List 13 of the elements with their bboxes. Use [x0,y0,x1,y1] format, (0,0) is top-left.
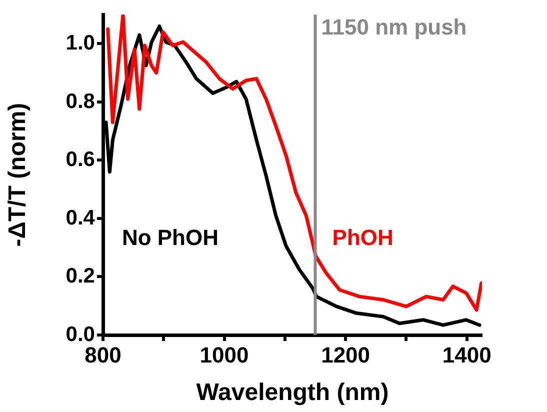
y-tick-label: 0.2 [66,264,95,288]
ref-line-label: 1150 nm push [321,14,467,40]
y-tick-label: 0.4 [66,206,96,230]
x-tick-label: 1000 [200,342,249,368]
y-tick-label: 0.6 [66,148,95,172]
x-tick-label: 1200 [321,342,370,368]
series-label: PhOH [332,224,394,250]
y-axis-title: -ΔT/T (norm) [4,102,32,247]
y-tick-label: 0.8 [66,90,96,113]
text: No PhOH [122,224,219,250]
x-tick-label: 1400 [442,342,492,368]
x-axis-title: Wavelength (nm) [196,379,389,406]
y-tick-label: 1.0 [66,32,95,55]
